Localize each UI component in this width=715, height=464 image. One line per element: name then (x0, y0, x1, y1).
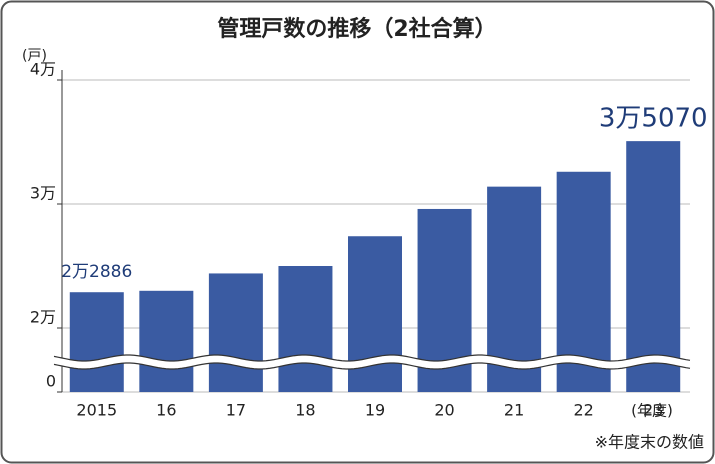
y-tick-label: 0 (46, 372, 56, 391)
axis-break-line (53, 354, 691, 362)
bar (208, 273, 263, 392)
axis-break-line (53, 362, 691, 370)
bar (626, 141, 681, 392)
bar (139, 290, 194, 392)
value-label: 3万5070 (599, 104, 708, 134)
y-tick-label: 4万 (30, 60, 56, 79)
x-tick-label: 16 (156, 401, 176, 420)
value-label: 2万2886 (61, 262, 132, 282)
y-tick-label: 3万 (30, 184, 56, 203)
chart-title: 管理戸数の推移（2社合算） (217, 16, 496, 42)
x-tick-label: 23 (643, 401, 663, 420)
x-tick-label: 21 (504, 401, 524, 420)
y-tick-label: 2万 (30, 308, 56, 327)
x-tick-label: 2015 (76, 401, 117, 420)
x-tick-label: 22 (573, 401, 593, 420)
bar (278, 266, 333, 392)
y-axis-label: (戸) (22, 48, 47, 64)
x-tick-label: 17 (226, 401, 246, 420)
note: ※年度末の数値 (595, 433, 704, 452)
bar (69, 292, 124, 392)
x-tick-label: 18 (295, 401, 315, 420)
axis-break (54, 355, 690, 369)
x-tick-label: 20 (434, 401, 454, 420)
x-tick-label: 19 (365, 401, 385, 420)
x-axis-label: (年度) (631, 402, 673, 420)
